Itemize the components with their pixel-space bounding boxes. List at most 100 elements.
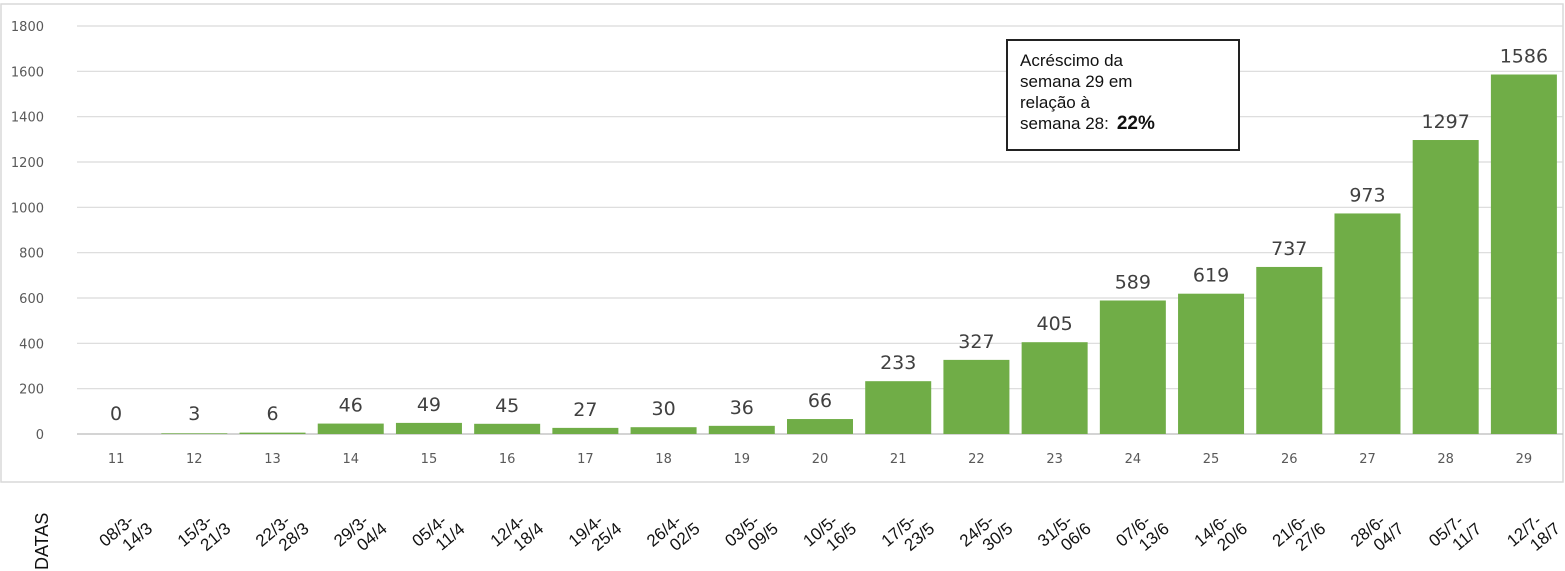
data-label: 619: [1193, 265, 1229, 287]
date-label: 05/7-11/7: [1425, 511, 1485, 554]
date-label: 15/3-21/3: [174, 511, 234, 555]
data-label: 737: [1271, 238, 1307, 260]
annotation-line-1: Acréscimo da: [1020, 51, 1123, 70]
dates-row-label: DATAS: [32, 513, 52, 570]
y-tick-label: 1400: [11, 111, 44, 126]
bar: [1256, 266, 1323, 434]
data-label: 589: [1115, 271, 1151, 293]
x-tick-label: 14: [342, 452, 359, 467]
bars: [161, 74, 1557, 435]
date-label: 10/5-16/5: [800, 511, 860, 555]
x-tick-label: 26: [1281, 452, 1298, 467]
x-tick-label: 12: [186, 452, 203, 467]
x-tick-label: 21: [890, 452, 907, 467]
y-tick-label: 800: [19, 247, 44, 262]
x-tick-label: 27: [1359, 452, 1376, 467]
y-tick-label: 1000: [11, 201, 44, 216]
date-label: 12/7-18/7: [1503, 511, 1563, 555]
bar: [395, 422, 462, 434]
y-tick-label: 400: [19, 337, 44, 352]
data-label: 327: [958, 331, 994, 353]
bar: [865, 381, 932, 434]
date-label: 05/4-11/4: [408, 511, 468, 554]
date-label: 12/4-18/4: [487, 511, 547, 555]
date-label: 19/4-25/4: [565, 511, 625, 555]
x-tick-label: 29: [1516, 452, 1533, 467]
data-label: 27: [573, 399, 597, 421]
annotation-line-3: relação à: [1020, 93, 1090, 112]
date-label: 17/5-23/5: [878, 511, 938, 555]
bar: [161, 433, 228, 434]
date-label: 03/5-09/5: [721, 511, 781, 555]
bar: [1334, 213, 1401, 434]
y-tick-label: 0: [36, 428, 44, 443]
date-label: 29/3-04/4: [330, 511, 390, 555]
data-label: 46: [339, 395, 363, 417]
x-tick-label: 16: [499, 452, 516, 467]
date-label: 21/6-27/6: [1269, 511, 1329, 555]
x-axis-ticks: 11 12 13 14 15 16 17 18 19 20 21 22 23 24 25 26 27 28 29: [108, 452, 1532, 467]
date-label: 26/4-02/5: [643, 511, 703, 555]
x-tick-label: 17: [577, 452, 594, 467]
bar: [1099, 300, 1166, 434]
data-label: 0: [110, 403, 122, 425]
data-label: 49: [417, 394, 441, 416]
annotation-percentage: 22%: [1116, 113, 1155, 134]
data-label: 36: [730, 397, 754, 419]
x-tick-label: 15: [421, 452, 438, 467]
date-label: 07/6-13/6: [1112, 511, 1172, 555]
date-label: 28/6-04/7: [1347, 511, 1407, 555]
date-label: 24/5-30/5: [956, 511, 1016, 555]
y-tick-label: 600: [19, 292, 44, 307]
data-label: 6: [266, 403, 278, 425]
x-tick-label: 19: [734, 452, 751, 467]
y-tick-label: 1800: [11, 20, 44, 35]
bar: [1021, 342, 1088, 434]
y-tick-label: 1200: [11, 156, 44, 171]
bar: [630, 427, 697, 434]
plot-frame: [0, 3, 1564, 483]
x-tick-label: 22: [968, 452, 985, 467]
y-tick-label: 200: [19, 383, 44, 398]
y-axis-ticks: 0 200 400 600 800 1000 1200 1400 1600 1800: [11, 20, 44, 443]
bar: [474, 423, 541, 434]
bar: [787, 419, 853, 434]
date-label: 22/3-28/3: [252, 511, 312, 555]
x-tick-label: 24: [1125, 452, 1142, 467]
data-label: 3: [188, 403, 200, 425]
x-tick-label: 23: [1046, 452, 1063, 467]
date-label: 31/5-06/6: [1034, 511, 1094, 555]
x-tick-label: 20: [812, 452, 829, 467]
annotation-box: Acréscimo da semana 29 em relação à sema…: [1006, 39, 1240, 151]
annotation-line-4-text: semana 28:: [1020, 114, 1109, 133]
bar: [1412, 140, 1479, 434]
x-tick-label: 18: [655, 452, 672, 467]
annotation-line-2: semana 29 em: [1020, 72, 1133, 91]
bar: [317, 423, 384, 434]
y-tick-label: 1600: [11, 65, 44, 80]
data-label: 973: [1349, 184, 1385, 206]
bar: [239, 432, 306, 434]
annotation-line-4: semana 28: 22%: [1020, 113, 1226, 134]
date-labels: 08/3-14/3 15/3-21/3 22/3-28/3 29/3-04/4 05/4…: [96, 511, 1564, 555]
x-tick-label: 11: [108, 452, 125, 467]
x-tick-label: 13: [264, 452, 281, 467]
date-label: 08/3-14/3: [96, 511, 156, 555]
data-label: 45: [495, 395, 519, 417]
bar: [943, 359, 1010, 434]
bar: [1178, 293, 1245, 434]
data-label: 30: [651, 398, 675, 420]
x-tick-label: 28: [1437, 452, 1454, 467]
data-label: 1586: [1500, 46, 1548, 68]
date-label: 14/6-20/6: [1191, 511, 1251, 555]
bar: [1490, 74, 1557, 435]
data-label: 1297: [1422, 111, 1470, 133]
data-label: 233: [880, 352, 916, 374]
bar: [552, 427, 619, 434]
bar: [708, 425, 775, 434]
data-label: 66: [808, 390, 832, 412]
x-tick-label: 25: [1203, 452, 1220, 467]
data-label: 405: [1036, 313, 1072, 335]
